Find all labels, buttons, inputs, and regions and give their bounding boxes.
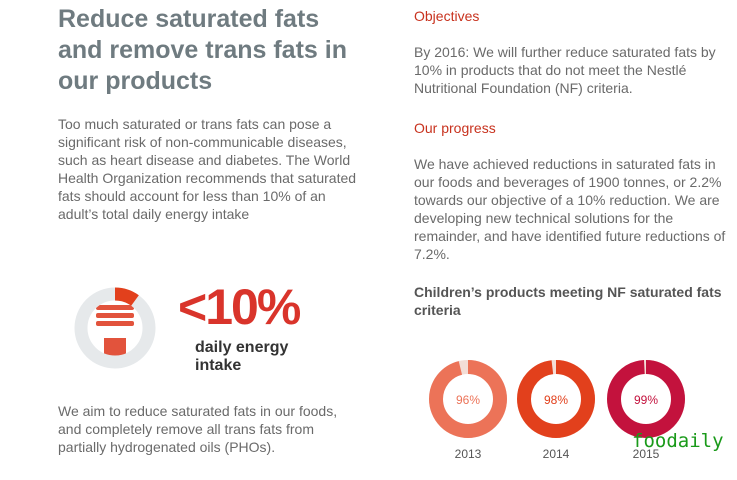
chart-title: Children’s products meeting NF saturated… <box>414 284 722 318</box>
year-label: 2014 <box>543 447 570 461</box>
donut-arc <box>429 360 507 438</box>
progress-text: We have achieved reductions in saturated… <box>414 156 726 262</box>
title: Reduce saturated fats and remove trans f… <box>58 5 347 95</box>
donut-arc <box>74 287 156 369</box>
watermark: foodaily <box>632 430 724 452</box>
bacon-icon <box>96 305 134 360</box>
donut-arc <box>607 360 685 438</box>
graphic-label: <10% <box>178 279 301 335</box>
progress-heading: Our progress <box>414 120 496 136</box>
objectives-text: By 2016: We will further reduce saturate… <box>414 44 716 96</box>
outro: We aim to reduce saturated fats in our f… <box>58 403 338 455</box>
value-label: 99% <box>634 393 658 407</box>
objectives-heading: Objectives <box>414 8 480 24</box>
value-label: 98% <box>544 393 568 407</box>
year-label: 2015 <box>633 447 660 461</box>
graphic-caption: daily energy intake <box>195 339 289 374</box>
donut-arc <box>517 360 595 438</box>
year-label: 2013 <box>455 447 482 461</box>
value-label: 96% <box>456 393 480 407</box>
intro: Too much saturated or trans fats can pos… <box>58 116 357 222</box>
